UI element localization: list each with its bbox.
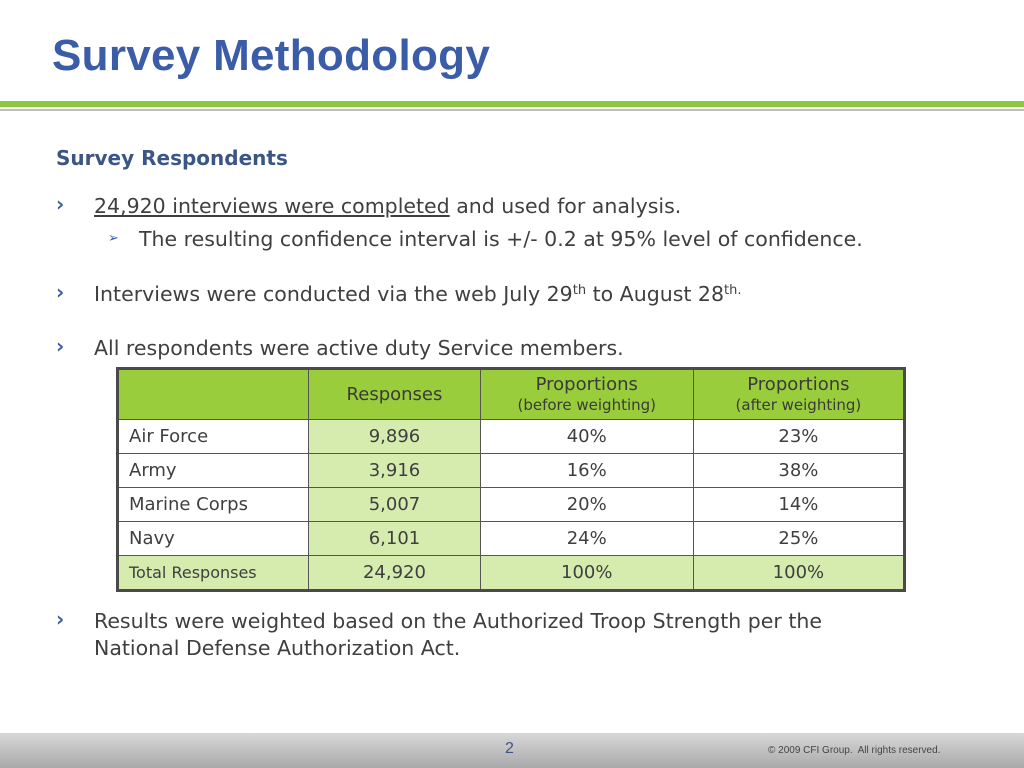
slide-title: Survey Methodology (52, 31, 491, 80)
page-number: 2 (505, 740, 514, 757)
header-main: Proportions (747, 373, 850, 395)
green-divider (0, 101, 1024, 107)
before-cell: 40% (479, 419, 694, 454)
responses-cell: 3,916 (308, 453, 481, 488)
branch-cell: Army (116, 453, 310, 488)
footer-bar (0, 733, 1024, 768)
bullet-active-duty: All respondents were active duty Service… (94, 336, 624, 360)
bullet-weighting-line1: Results were weighted based on the Autho… (94, 609, 823, 633)
table-row: Air Force 9,896 40% 23% (116, 419, 906, 454)
after-cell: 23% (692, 419, 906, 454)
responses-cell: 6,101 (308, 521, 481, 556)
superscript: th. (724, 283, 742, 298)
chevron-bullet-icon: › (56, 280, 65, 304)
table-row: Marine Corps 5,007 20% 14% (116, 487, 906, 522)
chevron-bullet-icon: › (56, 192, 65, 216)
respondents-table: Responses Proportions (before weighting)… (116, 367, 906, 592)
after-cell: 38% (692, 453, 906, 488)
branch-cell: Marine Corps (116, 487, 310, 522)
table-row: Navy 6,101 24% 25% (116, 521, 906, 556)
total-after-cell: 100% (692, 555, 906, 591)
bullet-interviews-completed: 24,920 interviews were completed and use… (94, 192, 681, 220)
table-total-row: Total Responses 24,920 100% 100% (116, 555, 906, 591)
header-responses: Responses (308, 368, 481, 420)
before-cell: 20% (479, 487, 694, 522)
arrow-subbullet-icon: ➢ (108, 231, 119, 246)
chevron-bullet-icon: › (56, 607, 65, 631)
header-proportions-after: Proportions (after weighting) (692, 368, 906, 420)
table-row: Army 3,916 16% 38% (116, 453, 906, 488)
header-sub: (after weighting) (735, 395, 862, 414)
bullet-weighting-line2: National Defense Authorization Act. (94, 636, 461, 660)
branch-cell: Navy (116, 521, 310, 556)
header-sub: (before weighting) (517, 395, 656, 414)
bullet-underlined-text: 24,920 interviews were completed (94, 194, 450, 218)
bullet-text: to August 28 (586, 282, 725, 306)
grey-divider (0, 109, 1024, 111)
before-cell: 16% (479, 453, 694, 488)
copyright-notice: © 2009 CFI Group. All rights reserved. (768, 745, 941, 756)
responses-cell: 9,896 (308, 419, 481, 454)
header-proportions-before: Proportions (before weighting) (479, 368, 694, 420)
responses-cell: 5,007 (308, 487, 481, 522)
subbullet-confidence-interval: The resulting confidence interval is +/-… (139, 227, 863, 251)
total-responses-cell: 24,920 (308, 555, 481, 591)
header-blank (116, 368, 310, 420)
bullet-text: Interviews were conducted via the web Ju… (94, 282, 573, 306)
bullet-text: and used for analysis. (449, 194, 682, 218)
after-cell: 25% (692, 521, 906, 556)
header-main: Proportions (535, 373, 638, 395)
total-label-cell: Total Responses (116, 555, 310, 591)
section-subtitle: Survey Respondents (56, 146, 288, 170)
total-before-cell: 100% (479, 555, 694, 591)
table-header-row: Responses Proportions (before weighting)… (116, 368, 906, 420)
bullet-web-dates: Interviews were conducted via the web Ju… (94, 280, 742, 308)
branch-cell: Air Force (116, 419, 310, 454)
superscript: th (572, 283, 587, 298)
before-cell: 24% (479, 521, 694, 556)
after-cell: 14% (692, 487, 906, 522)
chevron-bullet-icon: › (56, 334, 65, 358)
